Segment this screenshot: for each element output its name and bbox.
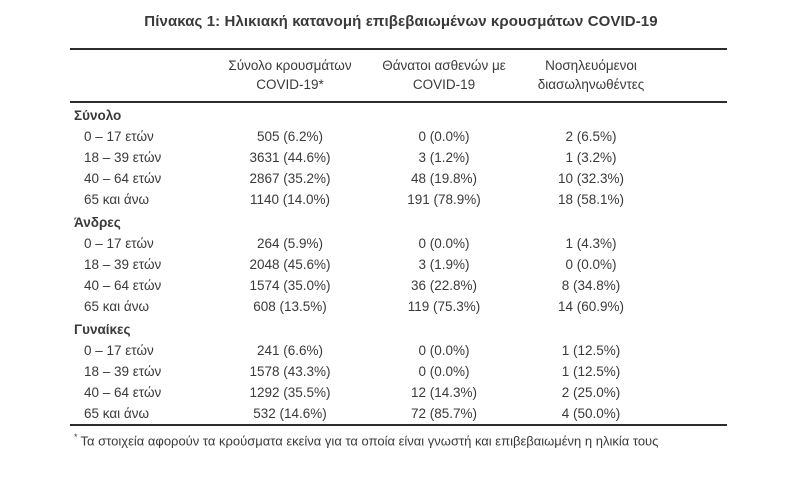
cell-intubated: 18 (58.1%) — [557, 192, 625, 207]
cell-cases: 532 (14.6%) — [253, 406, 327, 421]
cell-intubated: 1 (12.5%) — [561, 364, 621, 379]
cell-cases: 241 (6.6%) — [256, 343, 324, 358]
column-header-deaths-line2: COVID-19 — [412, 77, 476, 92]
covid-age-table: Σύνολο κρουσμάτων COVID-19* Θάνατοι ασθε… — [70, 48, 727, 426]
header-row: Σύνολο κρουσμάτων COVID-19* Θάνατοι ασθε… — [70, 49, 727, 103]
cell-deaths: 191 (78.9%) — [407, 192, 481, 207]
header-empty — [70, 49, 215, 103]
table-row: 0 – 17 ετών 505 (6.2%) 0 (0.0%) 2 (6.5%) — [70, 126, 727, 147]
row-label: 40 – 64 ετών — [84, 385, 162, 400]
header-filler — [659, 49, 727, 103]
cell-deaths: 36 (22.8%) — [410, 278, 478, 293]
cell-cases: 1140 (14.0%) — [249, 192, 331, 207]
cell-intubated: 4 (50.0%) — [561, 406, 621, 421]
row-label: 40 – 64 ετών — [84, 278, 162, 293]
spacer-cell — [659, 296, 727, 317]
cell-intubated: 10 (32.3%) — [557, 171, 625, 186]
cell-deaths: 48 (19.8%) — [410, 171, 478, 186]
cell-deaths: 72 (85.7%) — [410, 406, 478, 421]
spacer-cell — [659, 189, 727, 210]
cell-deaths: 0 (0.0%) — [418, 343, 470, 358]
spacer-cell — [659, 382, 727, 403]
table-row: 65 και άνω 608 (13.5%) 119 (75.3%) 14 (6… — [70, 296, 727, 317]
section-label: Σύνολο — [74, 108, 122, 123]
cell-cases: 608 (13.5%) — [253, 299, 327, 314]
table-row: 0 – 17 ετών 241 (6.6%) 0 (0.0%) 1 (12.5%… — [70, 340, 727, 361]
column-header-cases-line1: Σύνολο κρουσμάτων — [228, 58, 352, 73]
row-label: 0 – 17 ετών — [84, 343, 154, 358]
row-label: 65 και άνω — [84, 192, 150, 207]
cell-intubated: 1 (4.3%) — [565, 236, 617, 251]
table-header: Σύνολο κρουσμάτων COVID-19* Θάνατοι ασθε… — [70, 49, 727, 103]
row-label: 40 – 64 ετών — [84, 171, 162, 186]
table-body: Σύνολο 0 – 17 ετών 505 (6.2%) 0 (0.0%) 2… — [70, 102, 727, 425]
row-label: 65 και άνω — [84, 406, 150, 421]
spacer-cell — [659, 340, 727, 361]
cell-intubated: 1 (3.2%) — [565, 150, 617, 165]
cell-intubated: 2 (6.5%) — [565, 129, 617, 144]
cell-intubated: 8 (34.8%) — [561, 278, 621, 293]
cell-cases: 1292 (35.5%) — [249, 385, 331, 400]
spacer-cell — [659, 147, 727, 168]
section-label: Άνδρες — [74, 215, 121, 230]
footnote-text: Τα στοιχεία αφορούν τα κρούσματα εκείνα … — [80, 433, 659, 449]
section-header-women: Γυναίκες — [70, 317, 727, 340]
spacer-cell — [659, 275, 727, 296]
covid-age-table-container: Σύνολο κρουσμάτων COVID-19* Θάνατοι ασθε… — [70, 48, 727, 449]
section-label: Γυναίκες — [74, 322, 131, 337]
row-label: 18 – 39 ετών — [84, 257, 162, 272]
table-row: 65 και άνω 1140 (14.0%) 191 (78.9%) 18 (… — [70, 189, 727, 210]
table-row: 0 – 17 ετών 264 (5.9%) 0 (0.0%) 1 (4.3%) — [70, 233, 727, 254]
row-label: 0 – 17 ετών — [84, 129, 154, 144]
spacer-cell — [659, 168, 727, 189]
column-header-intubated: Νοσηλευόμενοι διασωληνωθέντες — [523, 49, 659, 103]
cell-deaths: 0 (0.0%) — [418, 129, 470, 144]
table-row: 40 – 64 ετών 1292 (35.5%) 12 (14.3%) 2 (… — [70, 382, 727, 403]
table-row: 65 και άνω 532 (14.6%) 72 (85.7%) 4 (50.… — [70, 403, 727, 425]
row-label: 65 και άνω — [84, 299, 150, 314]
column-header-cases: Σύνολο κρουσμάτων COVID-19* — [215, 49, 365, 103]
cell-intubated: 0 (0.0%) — [565, 257, 617, 272]
column-header-deaths: Θάνατοι ασθενών με COVID-19 — [365, 49, 523, 103]
section-header-total: Σύνολο — [70, 102, 727, 126]
spacer-cell — [659, 233, 727, 254]
column-header-cases-line2: COVID-19* — [256, 77, 324, 92]
table-row: 18 – 39 ετών 1578 (43.3%) 0 (0.0%) 1 (12… — [70, 361, 727, 382]
cell-deaths: 0 (0.0%) — [418, 236, 470, 251]
spacer-cell — [659, 126, 727, 147]
row-label: 0 – 17 ετών — [84, 236, 154, 251]
row-label: 18 – 39 ετών — [84, 150, 162, 165]
cell-deaths: 12 (14.3%) — [410, 385, 478, 400]
section-header-men: Άνδρες — [70, 210, 727, 233]
table-row: 40 – 64 ετών 2867 (35.2%) 48 (19.8%) 10 … — [70, 168, 727, 189]
row-label: 18 – 39 ετών — [84, 364, 162, 379]
cell-intubated: 1 (12.5%) — [561, 343, 621, 358]
column-header-intubated-line2: διασωληνωθέντες — [537, 77, 645, 92]
cell-intubated: 14 (60.9%) — [557, 299, 625, 314]
cell-cases: 505 (6.2%) — [256, 129, 324, 144]
footnote: * Τα στοιχεία αφορούν τα κρούσματα εκείνα… — [70, 429, 727, 449]
table-row: 40 – 64 ετών 1574 (35.0%) 36 (22.8%) 8 (… — [70, 275, 727, 296]
column-header-intubated-line1: Νοσηλευόμενοι — [545, 58, 637, 73]
spacer-cell — [659, 361, 727, 382]
cell-cases: 2867 (35.2%) — [249, 171, 331, 186]
spacer-cell — [659, 403, 727, 425]
footnote-marker: * — [74, 432, 78, 442]
cell-cases: 3631 (44.6%) — [249, 150, 331, 165]
cell-cases: 2048 (45.6%) — [249, 257, 331, 272]
table-row: 18 – 39 ετών 2048 (45.6%) 3 (1.9%) 0 (0.… — [70, 254, 727, 275]
cell-deaths: 3 (1.9%) — [418, 257, 470, 272]
cell-intubated: 2 (25.0%) — [561, 385, 621, 400]
column-header-deaths-line1: Θάνατοι ασθενών με — [382, 58, 506, 73]
cell-cases: 1574 (35.0%) — [249, 278, 331, 293]
spacer-cell — [659, 254, 727, 275]
cell-cases: 264 (5.9%) — [256, 236, 324, 251]
cell-deaths: 3 (1.2%) — [418, 150, 470, 165]
cell-deaths: 119 (75.3%) — [407, 299, 481, 314]
table-row: 18 – 39 ετών 3631 (44.6%) 3 (1.2%) 1 (3.… — [70, 147, 727, 168]
cell-deaths: 0 (0.0%) — [418, 364, 470, 379]
cell-cases: 1578 (43.3%) — [249, 364, 331, 379]
table-title: Πίνακας 1: Ηλικιακή κατανομή επιβεβαιωμέ… — [144, 13, 658, 30]
